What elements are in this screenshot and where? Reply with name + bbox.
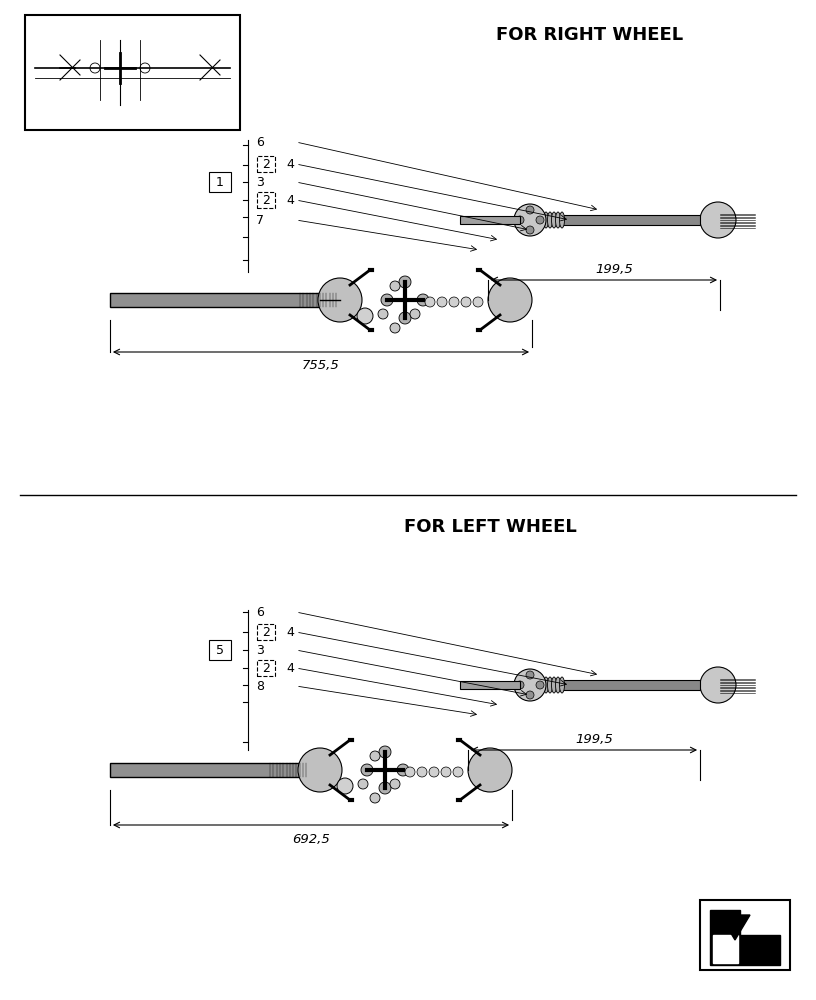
Circle shape — [425, 297, 435, 307]
Bar — [460, 681, 520, 689]
Text: 1: 1 — [216, 176, 224, 188]
Circle shape — [358, 779, 368, 789]
Ellipse shape — [552, 212, 557, 228]
Circle shape — [526, 671, 534, 679]
Polygon shape — [713, 935, 738, 963]
Text: 199,5: 199,5 — [575, 734, 613, 746]
Circle shape — [370, 751, 380, 761]
Ellipse shape — [556, 677, 561, 693]
Circle shape — [441, 767, 451, 777]
Bar — [209, 640, 231, 660]
Text: 7: 7 — [256, 214, 264, 227]
Circle shape — [379, 746, 391, 758]
Circle shape — [468, 748, 512, 792]
Circle shape — [516, 681, 524, 689]
Text: 6: 6 — [256, 605, 264, 618]
Circle shape — [370, 793, 380, 803]
Text: 692,5: 692,5 — [292, 832, 330, 846]
Bar — [257, 660, 275, 676]
Circle shape — [700, 202, 736, 238]
Ellipse shape — [543, 677, 548, 693]
Polygon shape — [710, 910, 780, 965]
Circle shape — [417, 767, 427, 777]
Circle shape — [417, 294, 429, 306]
Ellipse shape — [539, 677, 544, 693]
Circle shape — [298, 748, 342, 792]
Text: 199,5: 199,5 — [595, 263, 633, 276]
Bar — [257, 156, 275, 172]
Circle shape — [410, 309, 420, 319]
Text: 8: 8 — [256, 680, 264, 692]
Circle shape — [381, 294, 393, 306]
Bar — [209, 172, 231, 192]
Circle shape — [526, 226, 534, 234]
Circle shape — [379, 782, 391, 794]
Circle shape — [357, 308, 373, 324]
Text: 4: 4 — [286, 194, 294, 207]
Bar — [110, 293, 340, 307]
Circle shape — [514, 204, 546, 236]
Ellipse shape — [535, 212, 540, 228]
Circle shape — [318, 278, 362, 322]
Bar — [560, 680, 700, 690]
Ellipse shape — [543, 212, 548, 228]
Ellipse shape — [560, 677, 565, 693]
Circle shape — [700, 667, 736, 703]
Circle shape — [405, 767, 415, 777]
Circle shape — [399, 276, 411, 288]
Text: 755,5: 755,5 — [302, 360, 340, 372]
Text: 2: 2 — [262, 157, 270, 170]
Circle shape — [453, 767, 463, 777]
Polygon shape — [720, 915, 750, 940]
Ellipse shape — [539, 212, 544, 228]
Circle shape — [516, 216, 524, 224]
Circle shape — [397, 764, 409, 776]
Ellipse shape — [552, 677, 557, 693]
Circle shape — [514, 669, 546, 701]
Circle shape — [429, 767, 439, 777]
Circle shape — [361, 764, 373, 776]
Circle shape — [473, 297, 483, 307]
Ellipse shape — [556, 212, 561, 228]
Circle shape — [536, 216, 544, 224]
Bar — [25, 15, 240, 130]
Text: 2: 2 — [262, 194, 270, 207]
Text: FOR RIGHT WHEEL: FOR RIGHT WHEEL — [496, 26, 684, 44]
Circle shape — [536, 681, 544, 689]
Circle shape — [526, 206, 534, 214]
Circle shape — [337, 778, 353, 794]
Ellipse shape — [535, 677, 540, 693]
Text: 4: 4 — [286, 626, 294, 639]
Circle shape — [390, 323, 400, 333]
Circle shape — [449, 297, 459, 307]
Text: 3: 3 — [256, 176, 264, 188]
Circle shape — [378, 309, 388, 319]
Bar — [110, 763, 310, 777]
Circle shape — [399, 312, 411, 324]
Circle shape — [461, 297, 471, 307]
Text: 4: 4 — [286, 662, 294, 674]
Circle shape — [488, 278, 532, 322]
Ellipse shape — [560, 212, 565, 228]
Bar — [257, 624, 275, 640]
Bar — [700, 900, 790, 970]
Text: 2: 2 — [262, 626, 270, 639]
Ellipse shape — [548, 677, 552, 693]
Bar — [460, 216, 520, 224]
Text: 6: 6 — [256, 135, 264, 148]
Circle shape — [390, 779, 400, 789]
Circle shape — [390, 281, 400, 291]
Text: 4: 4 — [286, 157, 294, 170]
Text: 5: 5 — [216, 644, 224, 656]
Bar — [257, 192, 275, 208]
Text: 2: 2 — [262, 662, 270, 674]
Circle shape — [437, 297, 447, 307]
Bar — [560, 215, 700, 225]
Ellipse shape — [548, 212, 552, 228]
Text: 3: 3 — [256, 644, 264, 656]
Text: FOR LEFT WHEEL: FOR LEFT WHEEL — [404, 518, 576, 536]
Circle shape — [526, 691, 534, 699]
